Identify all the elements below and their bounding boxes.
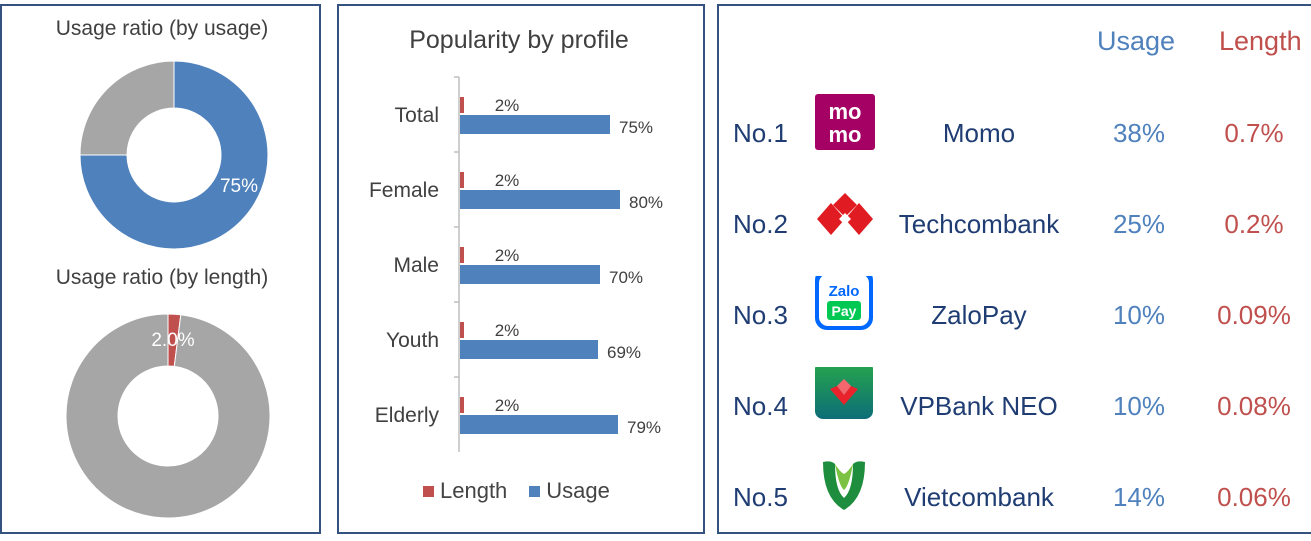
legend-label-usage: Usage bbox=[546, 478, 610, 503]
donut-usage-slice-usage bbox=[79, 60, 269, 250]
donut-usage-title: Usage ratio (by usage) bbox=[56, 17, 268, 40]
bar-length-data-label: 2% bbox=[495, 321, 520, 340]
legend-item-length: Length bbox=[423, 478, 507, 504]
bank-name: ZaloPay bbox=[931, 300, 1027, 330]
column-header-length: Length bbox=[1219, 26, 1302, 56]
bar-length-data-label: 2% bbox=[495, 96, 520, 115]
svg-text:Pay: Pay bbox=[832, 303, 857, 319]
legend-label-length: Length bbox=[440, 478, 508, 503]
category-label: Female bbox=[369, 179, 439, 202]
bar-usage-data-label: 80% bbox=[629, 193, 663, 212]
bar-chart-legend: Length Usage bbox=[423, 478, 610, 504]
bank-name: Techcombank bbox=[898, 209, 1060, 239]
bar-usage-data-label: 79% bbox=[627, 418, 661, 437]
rank-label: No.4 bbox=[733, 391, 788, 421]
usage-value: 14% bbox=[1112, 482, 1166, 512]
usage-value: 10% bbox=[1112, 391, 1166, 421]
vpbank-logo-icon bbox=[815, 361, 875, 427]
legend-item-usage: Usage bbox=[529, 478, 610, 504]
donut-usage-slice-other bbox=[79, 60, 175, 156]
techcombank-logo-icon bbox=[815, 185, 875, 245]
momo-logo-icon: mo mo bbox=[815, 94, 875, 154]
bar-length-data-label: 2% bbox=[495, 171, 520, 190]
bar-usage-total bbox=[460, 115, 610, 134]
bar-length-female bbox=[460, 172, 464, 188]
category-label: Total bbox=[395, 104, 439, 127]
length-value: 0.06% bbox=[1217, 482, 1291, 512]
donut-length-title: Usage ratio (by length) bbox=[56, 266, 268, 289]
table-row: No.4 VPBank NEO 10% 0.08% bbox=[719, 361, 1311, 447]
svg-text:mo: mo bbox=[829, 99, 862, 124]
legend-swatch-usage bbox=[529, 485, 541, 497]
usage-value: 10% bbox=[1112, 300, 1166, 330]
bar-usage-elderly bbox=[460, 415, 618, 434]
vietcombank-logo-icon bbox=[815, 458, 875, 518]
length-value: 0.08% bbox=[1217, 391, 1291, 421]
donut-charts-svg: Usage ratio (by usage) 75% Usage ratio (by… bbox=[56, 17, 271, 519]
bar-usage-data-label: 70% bbox=[609, 268, 643, 287]
table-row: No.2 Techcombank 25% 0.2% bbox=[719, 185, 1311, 265]
bar-length-data-label: 2% bbox=[495, 396, 520, 415]
legend-swatch-length bbox=[423, 485, 434, 497]
table-row: No.3 Zalo Pay ZaloPay 10% 0.09% bbox=[719, 268, 1311, 356]
bar-length-total bbox=[460, 97, 464, 113]
bar-usage-data-label: 69% bbox=[607, 343, 641, 362]
bar-length-data-label: 2% bbox=[495, 246, 520, 265]
rank-label: No.3 bbox=[733, 300, 788, 330]
table-row: No.1 mo mo Momo 38% 0.7% bbox=[719, 94, 1311, 174]
column-header-usage: Usage bbox=[1097, 26, 1176, 56]
bar-length-elderly bbox=[460, 397, 464, 413]
popularity-panel: Popularity by profile Total 2% 75% Female 2% 8… bbox=[337, 4, 705, 534]
bar-usage-youth bbox=[460, 340, 598, 359]
svg-text:mo: mo bbox=[829, 122, 862, 147]
zalopay-logo-icon: Zalo Pay bbox=[815, 268, 875, 336]
ranking-panel: Usage Length No.1 mo mo Momo 38% 0.7% No… bbox=[717, 4, 1311, 534]
length-value: 0.7% bbox=[1224, 118, 1284, 148]
usage-ratio-panel: Usage ratio (by usage) 75% Usage ratio (by… bbox=[0, 4, 321, 534]
bar-length-youth bbox=[460, 322, 464, 338]
bank-name: Momo bbox=[942, 118, 1016, 148]
popularity-bar-chart-svg: Popularity by profile Total 2% 75% Female 2% 8… bbox=[369, 26, 663, 452]
bar-chart-title: Popularity by profile bbox=[409, 26, 629, 54]
bar-usage-male bbox=[460, 265, 600, 284]
bar-usage-data-label: 75% bbox=[619, 118, 653, 137]
category-label: Male bbox=[393, 254, 439, 277]
length-value: 0.09% bbox=[1217, 300, 1291, 330]
donut-length-data-label: 2.0% bbox=[151, 330, 194, 351]
length-value: 0.2% bbox=[1224, 209, 1284, 239]
rank-label: No.2 bbox=[733, 209, 788, 239]
bank-name: VPBank NEO bbox=[900, 391, 1058, 421]
usage-value: 38% bbox=[1112, 118, 1166, 148]
bar-usage-female bbox=[460, 190, 620, 209]
usage-value: 25% bbox=[1112, 209, 1166, 239]
category-label: Youth bbox=[386, 329, 439, 352]
donut-length-slice-other bbox=[65, 313, 271, 519]
bar-length-male bbox=[460, 247, 464, 263]
category-label: Elderly bbox=[375, 404, 440, 427]
table-row: No.5 Vietcombank 14% 0.06% bbox=[719, 458, 1311, 538]
rank-label: No.1 bbox=[733, 118, 788, 148]
svg-text:Zalo: Zalo bbox=[829, 283, 860, 300]
donut-usage-data-label: 75% bbox=[220, 176, 258, 197]
rank-label: No.5 bbox=[733, 482, 788, 512]
bank-name: Vietcombank bbox=[904, 482, 1054, 512]
